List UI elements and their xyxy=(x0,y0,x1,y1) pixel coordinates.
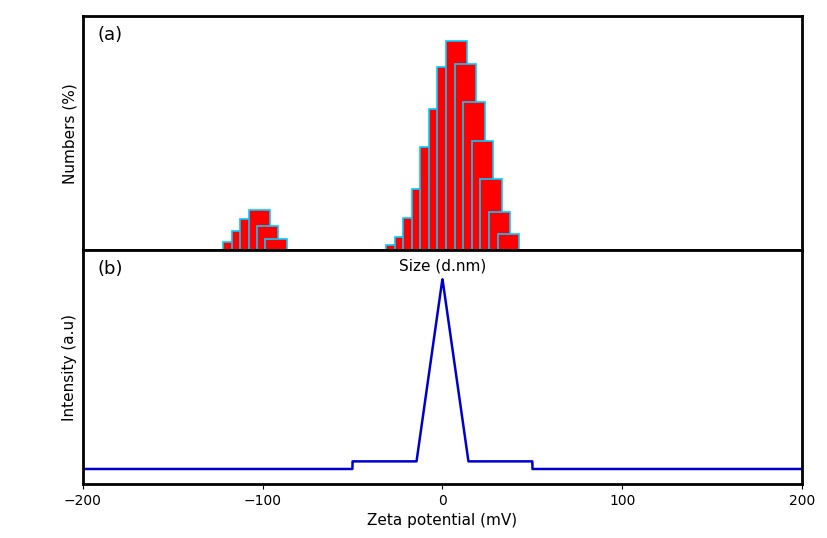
Bar xyxy=(265,238,287,250)
Bar xyxy=(420,147,442,250)
Bar xyxy=(412,189,433,250)
Text: Size (d.nm): Size (d.nm) xyxy=(399,259,486,274)
Bar xyxy=(446,41,467,250)
Bar xyxy=(257,226,279,250)
Bar xyxy=(241,220,261,250)
Bar xyxy=(249,210,270,250)
Y-axis label: Numbers (%): Numbers (%) xyxy=(62,83,77,183)
Bar xyxy=(498,234,519,250)
Bar xyxy=(489,211,510,250)
Bar xyxy=(463,102,485,250)
Bar xyxy=(223,243,245,250)
Bar xyxy=(480,180,502,250)
Text: (b): (b) xyxy=(97,259,122,278)
Bar xyxy=(455,63,476,250)
Bar xyxy=(386,245,407,250)
Bar xyxy=(395,237,416,250)
Y-axis label: Intensity (a.u): Intensity (a.u) xyxy=(62,314,77,421)
Text: (a): (a) xyxy=(97,25,122,44)
Bar xyxy=(428,109,450,250)
Bar xyxy=(437,67,458,250)
Bar xyxy=(404,218,424,250)
Bar xyxy=(232,231,253,250)
Bar xyxy=(472,141,494,250)
X-axis label: Zeta potential (mV): Zeta potential (mV) xyxy=(367,513,518,528)
